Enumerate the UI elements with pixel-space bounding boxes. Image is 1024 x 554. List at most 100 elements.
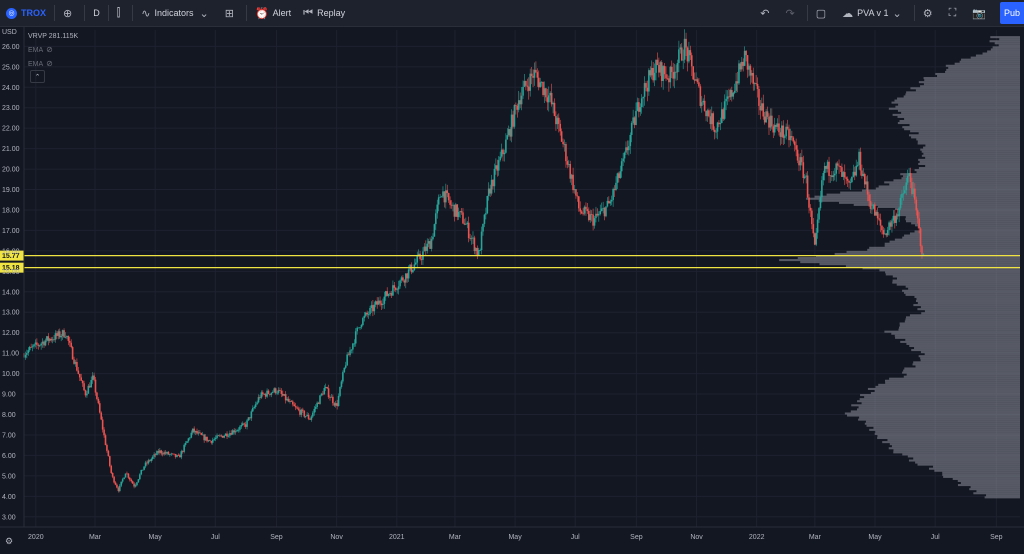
candle-body	[663, 66, 666, 75]
fullscreen-mode-button[interactable]: ▢	[810, 0, 836, 26]
volume-profile-bar	[910, 87, 1020, 90]
candle-body	[772, 126, 775, 133]
candle-body	[110, 465, 113, 473]
y-tick-label: 4.00	[2, 494, 16, 501]
publish-button[interactable]: Pub	[999, 2, 1024, 24]
candle-body	[277, 390, 280, 393]
volume-profile-bar	[875, 385, 1020, 388]
candle-body	[608, 200, 610, 204]
candle-body	[113, 476, 115, 483]
candle-body	[108, 456, 111, 466]
candle-body	[359, 327, 361, 329]
volume-profile-bar	[878, 185, 1020, 188]
templates-button[interactable]: ⊞	[219, 0, 244, 26]
volume-profile-bar	[900, 173, 1020, 176]
price-chart[interactable]: 15.77 15.18 3.00 4.00 5.00 6.00 7.00 8.00 9.00 1…	[0, 26, 1024, 554]
indicators-button[interactable]: ∿ Indicators ⌄	[135, 0, 218, 26]
layout-name: PVA v 1	[857, 8, 889, 18]
volume-profile-bar	[905, 93, 1020, 96]
candle-body	[655, 59, 657, 73]
collapse-legend-button[interactable]: ⌃	[30, 70, 45, 83]
price-level-label: 15.77	[2, 253, 20, 260]
candle-body	[43, 341, 45, 346]
alert-button[interactable]: ⏰ Alert	[249, 0, 297, 26]
volume-profile-bar	[903, 375, 1020, 378]
candle-body	[635, 110, 637, 125]
undo-button[interactable]: ↶	[754, 0, 779, 26]
vrvp-legend[interactable]: VRVP 281.115K	[28, 30, 78, 43]
candle-body	[201, 434, 204, 436]
candle-body	[901, 193, 903, 198]
candle-body	[226, 433, 228, 437]
layout-button[interactable]: ☁ PVA v 1 ⌄	[836, 0, 912, 26]
symbol-search[interactable]: ◎ TROX	[0, 0, 52, 26]
volume-profile-bar	[899, 119, 1020, 123]
candle-body	[230, 433, 233, 435]
price-level-tag	[0, 262, 24, 273]
candle-body	[67, 336, 70, 341]
candle-body	[442, 191, 444, 197]
hidden-eye-icon[interactable]: ⊘	[46, 59, 53, 68]
candle-body	[330, 396, 333, 398]
ema-legend-2[interactable]: EMA ⊘	[28, 57, 78, 71]
candle-body	[570, 174, 573, 179]
candle-body	[818, 208, 820, 220]
redo-button[interactable]: ↷	[780, 0, 805, 26]
volume-profile-bar	[897, 122, 1020, 125]
candle-body	[862, 173, 865, 176]
y-tick-label: 17.00	[2, 228, 20, 235]
volume-profile-bar	[900, 340, 1020, 343]
candle-body	[905, 182, 908, 191]
candle-body	[783, 136, 786, 138]
volume-profile-bar	[826, 193, 1020, 196]
fullscreen-button[interactable]: ⛶	[943, 0, 967, 26]
candle-body	[163, 452, 165, 455]
candle-body	[412, 269, 414, 273]
y-tick-label: 23.00	[2, 105, 20, 112]
candle-body	[436, 204, 439, 214]
candle-body	[821, 180, 823, 198]
candle-body	[417, 253, 420, 256]
candle-body	[550, 92, 553, 105]
candle-body	[579, 208, 582, 212]
volume-profile-bar	[916, 297, 1020, 300]
candle-body	[876, 211, 879, 219]
candle-body	[174, 453, 177, 457]
volume-profile-bar	[902, 371, 1020, 374]
candle-body	[302, 409, 304, 411]
hidden-eye-icon[interactable]: ⊘	[46, 45, 53, 54]
ema-legend-1[interactable]: EMA ⊘	[28, 43, 78, 57]
candle-body	[326, 386, 328, 389]
y-tick-label: 12.00	[2, 330, 20, 337]
volume-profile-bar	[884, 181, 1020, 184]
snapshot-button[interactable]: 📷	[966, 0, 996, 26]
y-tick-label: 10.00	[2, 371, 20, 378]
candle-body	[786, 126, 789, 129]
candle-body	[861, 170, 863, 176]
candle-body	[912, 188, 915, 194]
volume-profile-bar	[969, 488, 1020, 491]
compare-button[interactable]: ⊕	[57, 0, 82, 26]
chart-type-button[interactable]: ⫿	[111, 0, 131, 26]
candle-body	[649, 70, 652, 76]
volume-profile-bar	[999, 38, 1020, 41]
candle-body	[88, 385, 91, 388]
candle-body	[263, 393, 266, 395]
settings-button[interactable]: ⚙	[917, 0, 943, 26]
replay-button[interactable]: ⏮ Replay	[297, 0, 351, 26]
candle-body	[535, 69, 537, 73]
candle-body	[493, 168, 496, 187]
volume-profile-bar	[857, 400, 1020, 403]
candle-body	[633, 117, 636, 125]
candle-body	[76, 361, 78, 371]
candle-body	[479, 250, 481, 251]
candle-body	[909, 173, 912, 183]
x-tick-label: May	[508, 534, 522, 541]
candle-body	[895, 215, 898, 223]
candle-body	[796, 149, 799, 161]
volume-profile-bar	[897, 97, 1020, 100]
interval-button[interactable]: D	[87, 0, 106, 26]
volume-profile-bar	[917, 142, 1020, 145]
volume-profile-bar	[889, 377, 1020, 380]
candle-body	[181, 451, 184, 452]
